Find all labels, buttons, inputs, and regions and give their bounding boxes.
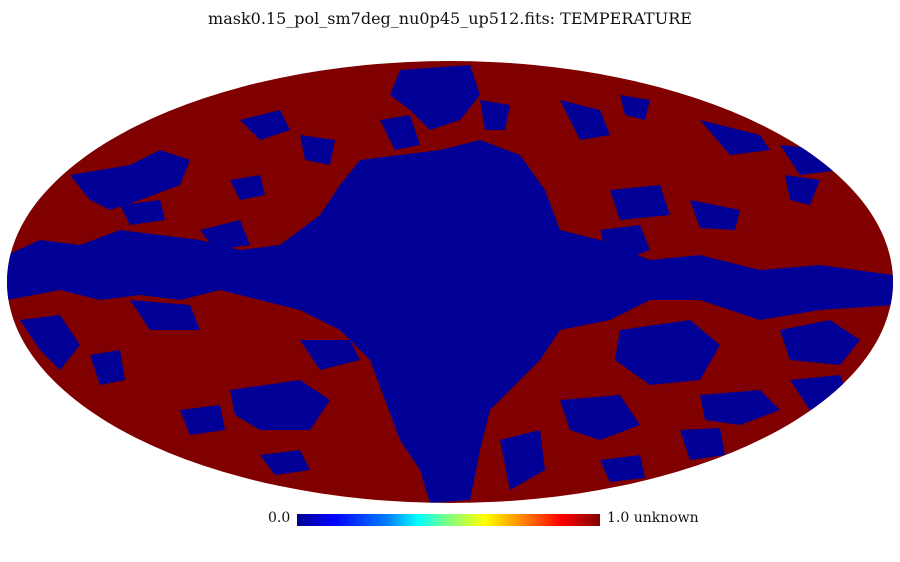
colorbar [297,514,600,526]
map-title: mask0.15_pol_sm7deg_nu0p45_up512.fits: T… [208,9,692,28]
colorbar-max-label: 1.0 unknown [607,510,699,526]
colorbar-min-label: 0.0 [268,510,291,526]
masked-region [7,65,893,503]
